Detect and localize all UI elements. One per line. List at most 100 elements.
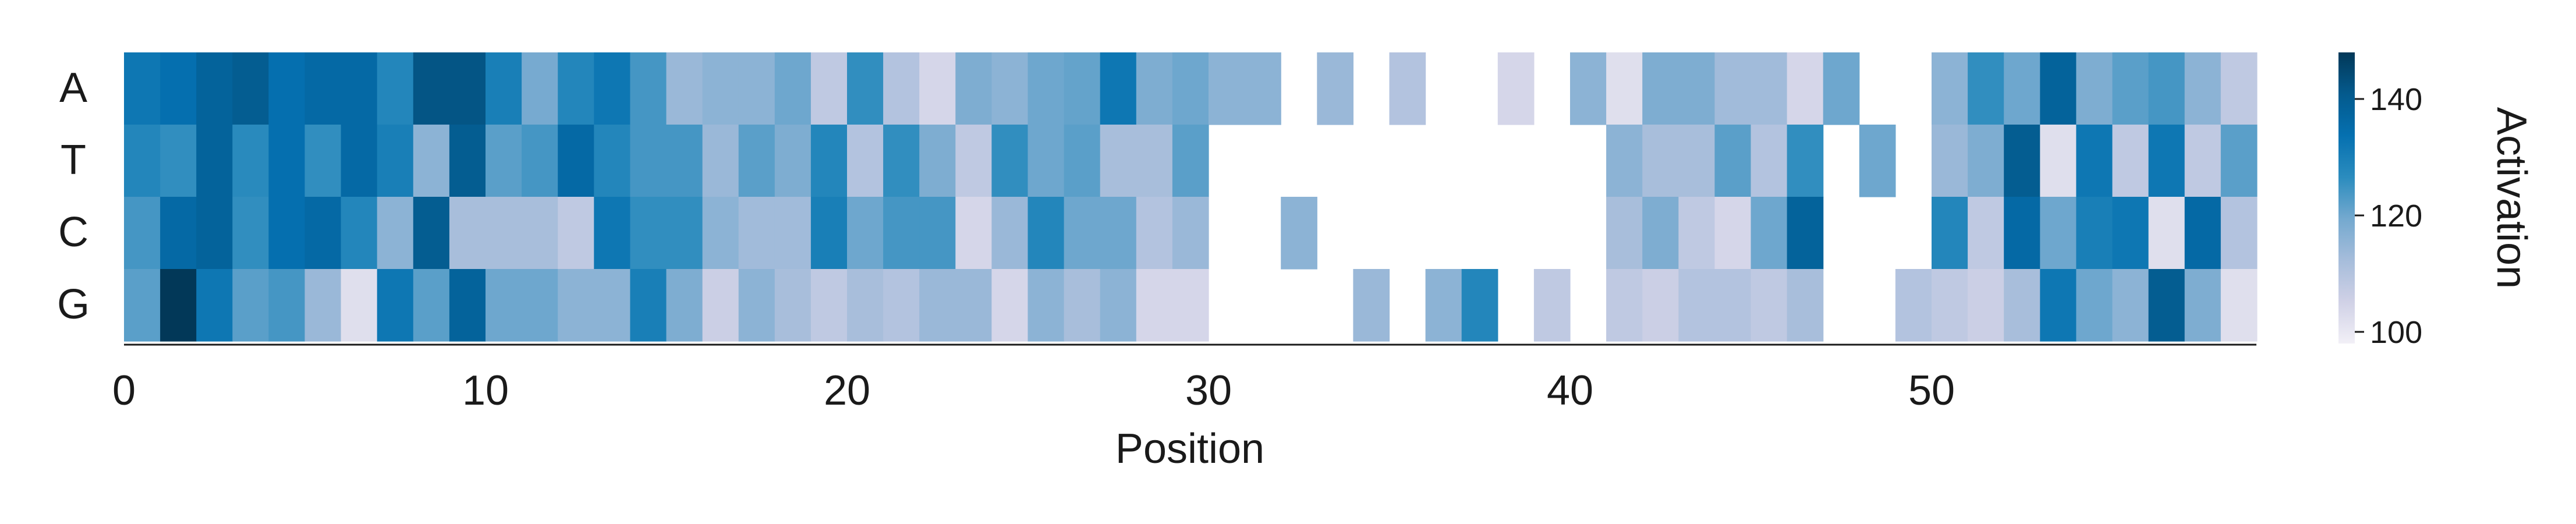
heatmap-cell [1751, 269, 1788, 342]
heatmap-cell [2220, 269, 2258, 342]
heatmap-cell [341, 125, 378, 197]
heatmap-cell [702, 197, 739, 270]
heatmap-cell [124, 125, 161, 197]
heatmap-cells [124, 52, 2258, 342]
heatmap-cell [377, 52, 414, 125]
heatmap-cell [124, 52, 161, 125]
heatmap-cell [2184, 197, 2221, 270]
x-axis: 0 10 20 30 40 50 Position [112, 344, 2256, 472]
heatmap-cell [2004, 269, 2040, 342]
heatmap-cell [738, 125, 775, 197]
heatmap-cell [666, 269, 703, 342]
heatmap-cell [1714, 125, 1752, 197]
heatmap-cell [232, 197, 269, 270]
heatmap-cell [955, 197, 992, 270]
heatmap-cell [2004, 125, 2040, 197]
row-label: T [61, 137, 86, 183]
row-label: C [58, 209, 88, 256]
heatmap-cell [268, 52, 306, 125]
heatmap-cell [1823, 52, 1860, 125]
heatmap-cell [1714, 269, 1752, 342]
heatmap-cell [630, 197, 667, 270]
heatmap-cell [268, 269, 306, 342]
heatmap-cell [2076, 269, 2113, 342]
heatmap-cell [558, 197, 594, 270]
heatmap-cell [919, 197, 956, 270]
heatmap-cell [991, 125, 1029, 197]
heatmap-cell [1136, 125, 1173, 197]
heatmap-cell [955, 52, 992, 125]
heatmap-cell [810, 269, 848, 342]
row-label: G [57, 281, 90, 328]
heatmap-cell [232, 125, 269, 197]
heatmap-cell [1932, 52, 1968, 125]
heatmap-cell [2148, 197, 2185, 270]
heatmap-cell [1932, 125, 1968, 197]
heatmap-cell [413, 197, 450, 270]
heatmap-cell [486, 197, 522, 270]
heatmap-cell [1425, 269, 1462, 342]
heatmap-cell [2220, 197, 2258, 270]
heatmap-cell [1497, 52, 1535, 125]
heatmap-cell [883, 269, 920, 342]
heatmap-cell [847, 269, 884, 342]
heatmap-cell [1027, 197, 1065, 270]
heatmap-cell [738, 269, 775, 342]
heatmap-cell [594, 52, 630, 125]
heatmap-cell [666, 52, 703, 125]
heatmap-cell [1136, 52, 1173, 125]
heatmap-cell [486, 125, 522, 197]
heatmap-cell [124, 269, 161, 342]
heatmap-cell [1678, 52, 1715, 125]
heatmap-cell [377, 269, 414, 342]
heatmap-cell [2040, 125, 2077, 197]
heatmap-cell [1642, 125, 1679, 197]
x-tick-label: 30 [1185, 367, 1232, 414]
heatmap-cell [1787, 197, 1824, 270]
heatmap-cell [630, 269, 667, 342]
heatmap-cell [160, 269, 197, 342]
heatmap-cell [810, 197, 848, 270]
heatmap-cell [1533, 269, 1571, 342]
heatmap-cell [522, 269, 558, 342]
heatmap-cell [232, 269, 269, 342]
heatmap-cell [919, 52, 956, 125]
heatmap-cell [1714, 197, 1752, 270]
heatmap-cell [1787, 269, 1824, 342]
heatmap-cell [702, 269, 739, 342]
heatmap-cell [160, 125, 197, 197]
heatmap-cell [1932, 269, 1968, 342]
heatmap-cell [196, 269, 233, 342]
heatmap-cell [2112, 52, 2149, 125]
heatmap-cell [160, 52, 197, 125]
heatmap-cell [1714, 52, 1752, 125]
heatmap-cell [304, 52, 342, 125]
heatmap-cell [1968, 125, 2004, 197]
heatmap-cell [1606, 197, 1643, 270]
heatmap-cell [558, 52, 594, 125]
heatmap-cell [1064, 269, 1101, 342]
heatmap-cell [919, 269, 956, 342]
heatmap-cell [196, 197, 233, 270]
heatmap-cell [1968, 52, 2004, 125]
heatmap-cell [1136, 269, 1173, 342]
heatmap-cell [196, 52, 233, 125]
heatmap-cell [1642, 269, 1679, 342]
heatmap-cell [1281, 197, 1317, 270]
heatmap-cell [702, 52, 739, 125]
heatmap-cell [847, 197, 884, 270]
heatmap-cell [304, 125, 342, 197]
heatmap-cell [2148, 125, 2185, 197]
heatmap-cell [883, 125, 920, 197]
heatmap-cell [1064, 125, 1101, 197]
heatmap-cell [341, 269, 378, 342]
heatmap-cell [1751, 52, 1788, 125]
colorbar-label: Activation [2488, 107, 2535, 289]
heatmap-cell [304, 197, 342, 270]
heatmap-cell [2040, 52, 2077, 125]
heatmap-cell [268, 197, 306, 270]
heatmap-cell [1064, 52, 1101, 125]
heatmap-cell [1787, 52, 1824, 125]
heatmap-cell [268, 125, 306, 197]
colorbar-tick-label: 140 [2370, 82, 2422, 117]
